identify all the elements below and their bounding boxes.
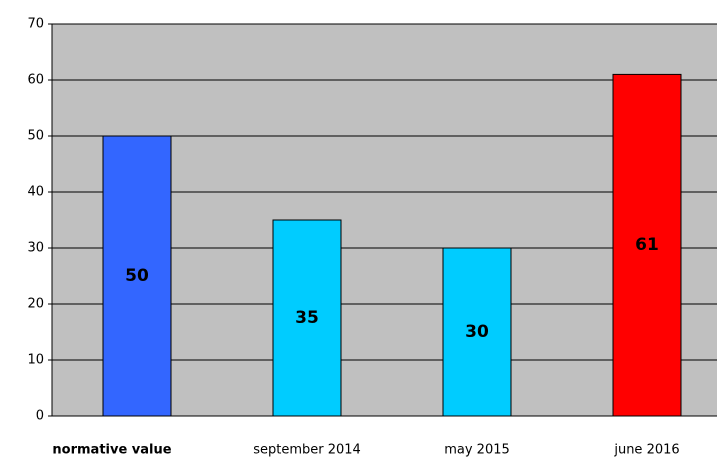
data-label: 50	[125, 266, 149, 286]
y-tick-label: 0	[36, 409, 44, 424]
y-tick-label: 20	[27, 297, 44, 312]
y-tick-label: 10	[27, 353, 44, 368]
bar	[612, 73, 682, 417]
bar	[272, 219, 342, 417]
data-label: 61	[635, 235, 659, 255]
data-label: 30	[465, 322, 489, 342]
x-tick-label: may 2015	[444, 443, 510, 458]
bar	[102, 135, 172, 417]
x-tick-label: normative value	[52, 443, 171, 458]
y-tick-label: 50	[27, 129, 44, 144]
bar	[442, 247, 512, 417]
y-tick-label: 40	[27, 185, 44, 200]
y-tick-label: 70	[27, 17, 44, 32]
y-tick-label: 60	[27, 73, 44, 88]
y-tick-label: 30	[27, 241, 44, 256]
x-tick-label: september 2014	[253, 443, 361, 458]
data-label: 35	[295, 308, 319, 328]
x-tick-label: june 2016	[613, 443, 679, 458]
